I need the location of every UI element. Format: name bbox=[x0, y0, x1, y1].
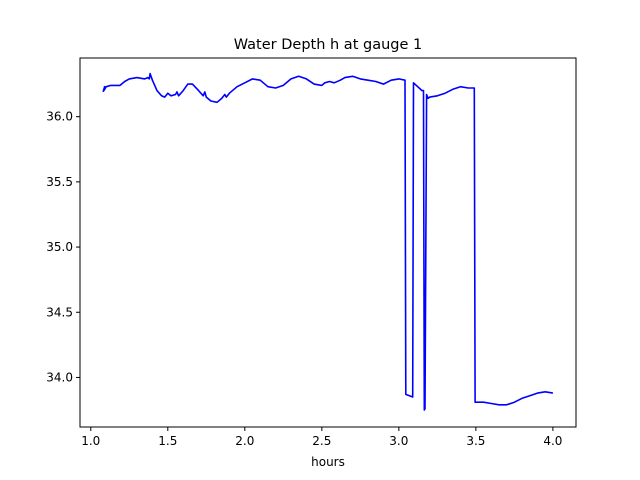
x-tick-label: 4.0 bbox=[543, 434, 562, 448]
x-axis-label: hours bbox=[311, 455, 345, 469]
series-line bbox=[102, 72, 554, 411]
x-tick-label: 3.5 bbox=[466, 434, 485, 448]
x-tick-label: 2.0 bbox=[235, 434, 254, 448]
y-tick-label: 36.0 bbox=[46, 110, 73, 124]
axes-frame bbox=[79, 57, 577, 428]
y-axis: 34.0 34.5 35.0 35.5 36.0 bbox=[46, 110, 80, 384]
x-tick-label: 1.5 bbox=[158, 434, 177, 448]
y-tick-label: 34.0 bbox=[46, 370, 73, 384]
x-tick-label: 2.5 bbox=[312, 434, 331, 448]
y-tick-label: 35.5 bbox=[46, 175, 73, 189]
y-tick-label: 35.0 bbox=[46, 240, 73, 254]
x-axis: 1.0 1.5 2.0 2.5 3.0 3.5 4.0 bbox=[81, 427, 562, 448]
x-tick-label: 1.0 bbox=[81, 434, 100, 448]
y-tick-label: 34.5 bbox=[46, 305, 73, 319]
chart-title: Water Depth h at gauge 1 bbox=[234, 37, 422, 53]
x-tick-label: 3.0 bbox=[389, 434, 408, 448]
plot-area bbox=[102, 72, 554, 411]
